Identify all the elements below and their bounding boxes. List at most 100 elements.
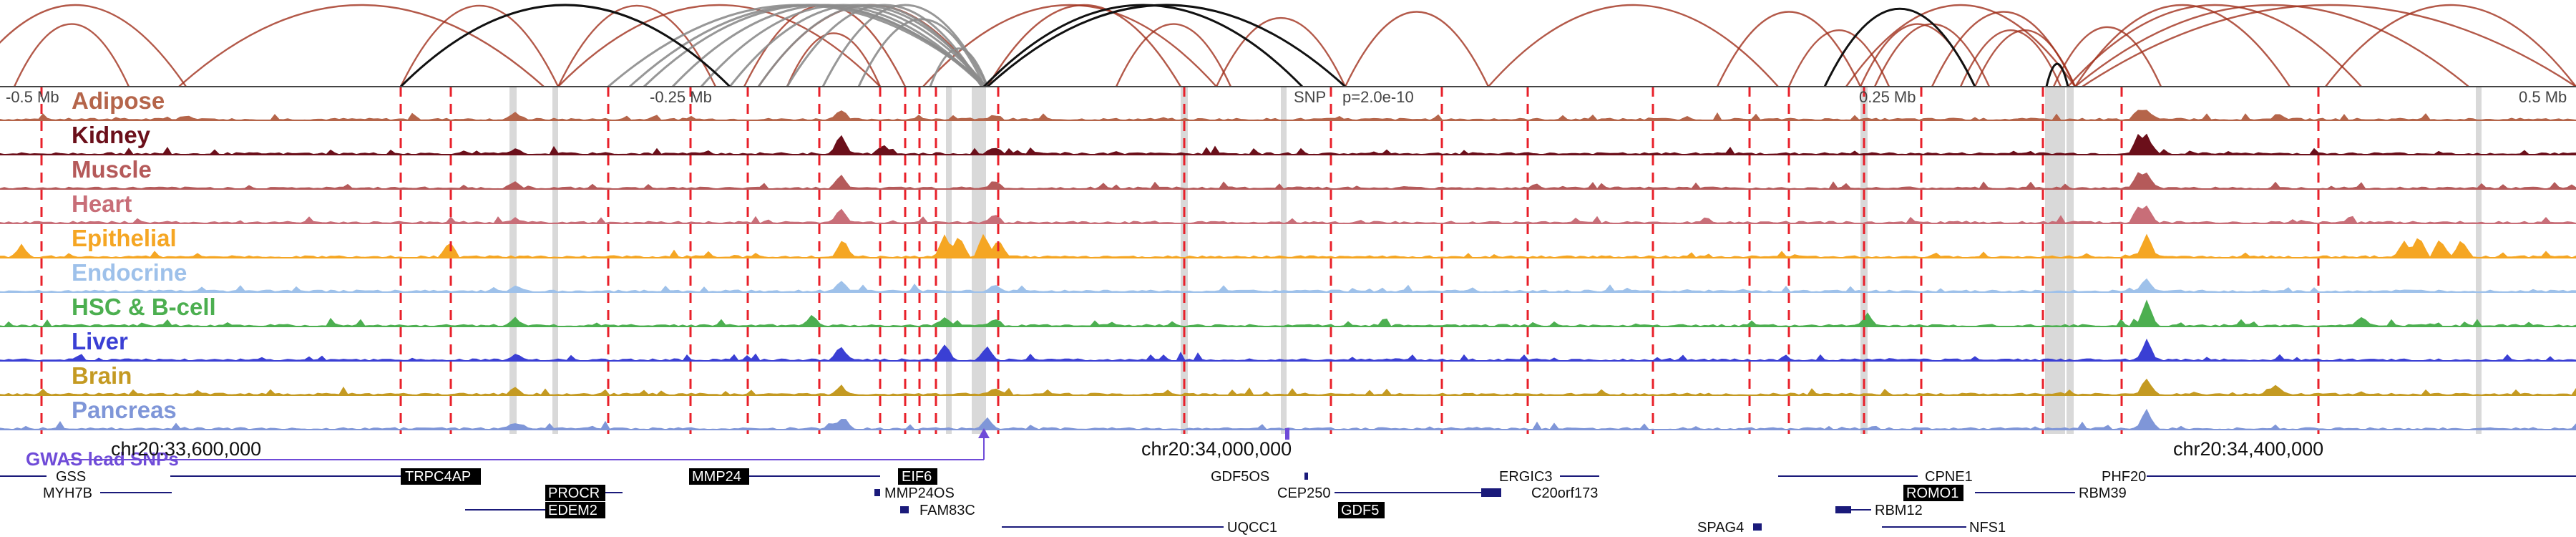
track-label-hsc-bcell: HSC & B-cell — [72, 294, 216, 320]
highlight-band — [2476, 87, 2482, 434]
loop-arc-red — [1215, 17, 1347, 87]
loop-arc-red — [786, 32, 882, 87]
loop-arc-red — [2074, 4, 2291, 87]
gene-trpc4ap: TRPC4AP — [170, 468, 481, 485]
signal-track-heart — [0, 205, 2576, 224]
loop-arc-gray — [929, 47, 989, 87]
gene-procr: PROCR — [545, 485, 623, 501]
loop-arc-red — [399, 5, 560, 87]
gene-exon — [900, 506, 909, 513]
gene-label: ROMO1 — [1906, 485, 1958, 501]
loop-arc-red — [178, 4, 545, 87]
loop-arc-red — [1115, 23, 1232, 87]
loop-arc-gray — [643, 4, 985, 88]
loop-arc-red — [2082, 4, 2576, 88]
gene-nfs1: NFS1 — [1882, 520, 2006, 536]
gene-cep250: CEP250 — [1277, 485, 1501, 501]
gene-label: NFS1 — [1969, 520, 2006, 536]
track-label-muscle: Muscle — [72, 156, 152, 183]
coordinate-label: chr20:34,000,000 — [1141, 438, 1292, 460]
gene-phf20: PHF20 — [2102, 469, 2576, 485]
gene-label: CEP250 — [1277, 485, 1331, 501]
highlight-band — [2067, 87, 2074, 434]
track-label-pancreas: Pancreas — [72, 397, 177, 423]
highlight-bands — [509, 87, 2482, 434]
gene-label: TRPC4AP — [405, 469, 471, 485]
signal-track-pancreas — [0, 408, 2576, 430]
snp-pvalue: p=2.0e-10 — [1342, 88, 1414, 106]
loop-arc-black — [982, 4, 1304, 88]
loop-arc-red — [1959, 29, 2062, 87]
gene-label: MYH7B — [43, 485, 92, 501]
track-label-liver: Liver — [72, 328, 128, 354]
signal-track-brain — [0, 378, 2576, 396]
gene-spag4: SPAG4 — [1697, 520, 1762, 536]
gene-exon — [1835, 506, 1851, 513]
highlight-band — [1281, 87, 1287, 434]
gene-label: GDF5OS — [1211, 469, 1269, 485]
gene-ergic3: ERGIC3 — [1499, 469, 1599, 485]
loop-arc-black — [2045, 62, 2069, 87]
signal-track-epithelial — [0, 233, 2576, 258]
offset-label: -0.25 Mb — [650, 88, 712, 106]
gene-label: ERGIC3 — [1499, 469, 1552, 485]
gene-label: MMP24 — [692, 469, 741, 485]
loop-arc-red — [1787, 29, 1890, 87]
track-labels: Adipose Kidney Muscle Heart Epithelial E… — [72, 87, 216, 423]
gene-mmp24: MMP24 — [689, 468, 880, 485]
offset-label: 0.5 Mb — [2519, 88, 2567, 106]
signal-area — [0, 172, 2576, 190]
signal-track-hsc-b-cell — [0, 299, 2576, 327]
gene-highlight-box — [689, 468, 749, 485]
coordinate-label: chr20:33,600,000 — [111, 438, 261, 460]
loop-arc-red — [1845, 4, 2076, 87]
signal-tracks — [0, 110, 2576, 430]
coordinate-label: chr20:34,400,000 — [2173, 438, 2323, 460]
gene-myh7b: MYH7B — [43, 485, 172, 501]
track-label-brain: Brain — [72, 362, 132, 389]
gene-highlight-box — [898, 468, 937, 485]
gene-highlight-box — [545, 485, 605, 501]
signal-track-kidney — [0, 133, 2576, 155]
gene-highlight-box — [1338, 502, 1385, 518]
gene-label: GSS — [56, 469, 86, 485]
loop-arc-gray — [700, 4, 987, 87]
loop-arc-red — [986, 4, 1182, 87]
gene-gdf5: GDF5 — [1338, 502, 1385, 518]
signal-area — [0, 338, 2576, 362]
gene-label: EDEM2 — [548, 503, 597, 518]
loop-arc-black — [1823, 7, 1976, 87]
gene-label: CPNE1 — [1925, 469, 1973, 485]
gene-exon — [1753, 523, 1762, 531]
gene-label: RBM39 — [2079, 485, 2127, 501]
gene-highlight-box — [401, 468, 481, 485]
loop-arc-gray — [757, 4, 983, 87]
signal-track-liver — [0, 338, 2576, 362]
loop-arc-red — [2052, 26, 2162, 87]
gene-highlight-box — [1903, 485, 1963, 501]
gene-cpne1: CPNE1 — [1778, 469, 1973, 485]
signal-area — [0, 299, 2576, 327]
highlight-band — [509, 87, 517, 434]
loop-arc-red — [1974, 29, 2077, 87]
gene-gdf5os: GDF5OS — [1211, 469, 1308, 485]
offset-ruler: -0.5 Mb -0.25 Mb 0.25 Mb 0.5 Mb SNP p=2.… — [0, 86, 2576, 106]
highlight-band — [552, 87, 558, 434]
gene-track: GSS TRPC4AP MMP24 EIF6 GDF5OS ERGIC3 CPN… — [0, 468, 2576, 536]
gene-exon — [874, 489, 880, 496]
loop-arc-gray — [786, 4, 983, 87]
gene-label: FAM83C — [919, 503, 975, 518]
loop-arc-black — [399, 4, 731, 88]
offset-label: -0.5 Mb — [6, 88, 59, 106]
highlight-band — [2045, 87, 2065, 434]
gene-mmp24os: MMP24OS — [874, 485, 955, 501]
signal-track-endocrine — [0, 278, 2576, 293]
gene-uqcc1: UQCC1 — [1002, 520, 1277, 536]
signal-area — [0, 110, 2576, 121]
signal-area — [0, 278, 2576, 293]
signal-area — [0, 408, 2576, 430]
gene-gss: GSS — [0, 469, 86, 485]
loop-arc-gray — [608, 4, 988, 88]
highlight-band — [972, 87, 986, 434]
track-label-epithelial: Epithelial — [72, 225, 177, 251]
